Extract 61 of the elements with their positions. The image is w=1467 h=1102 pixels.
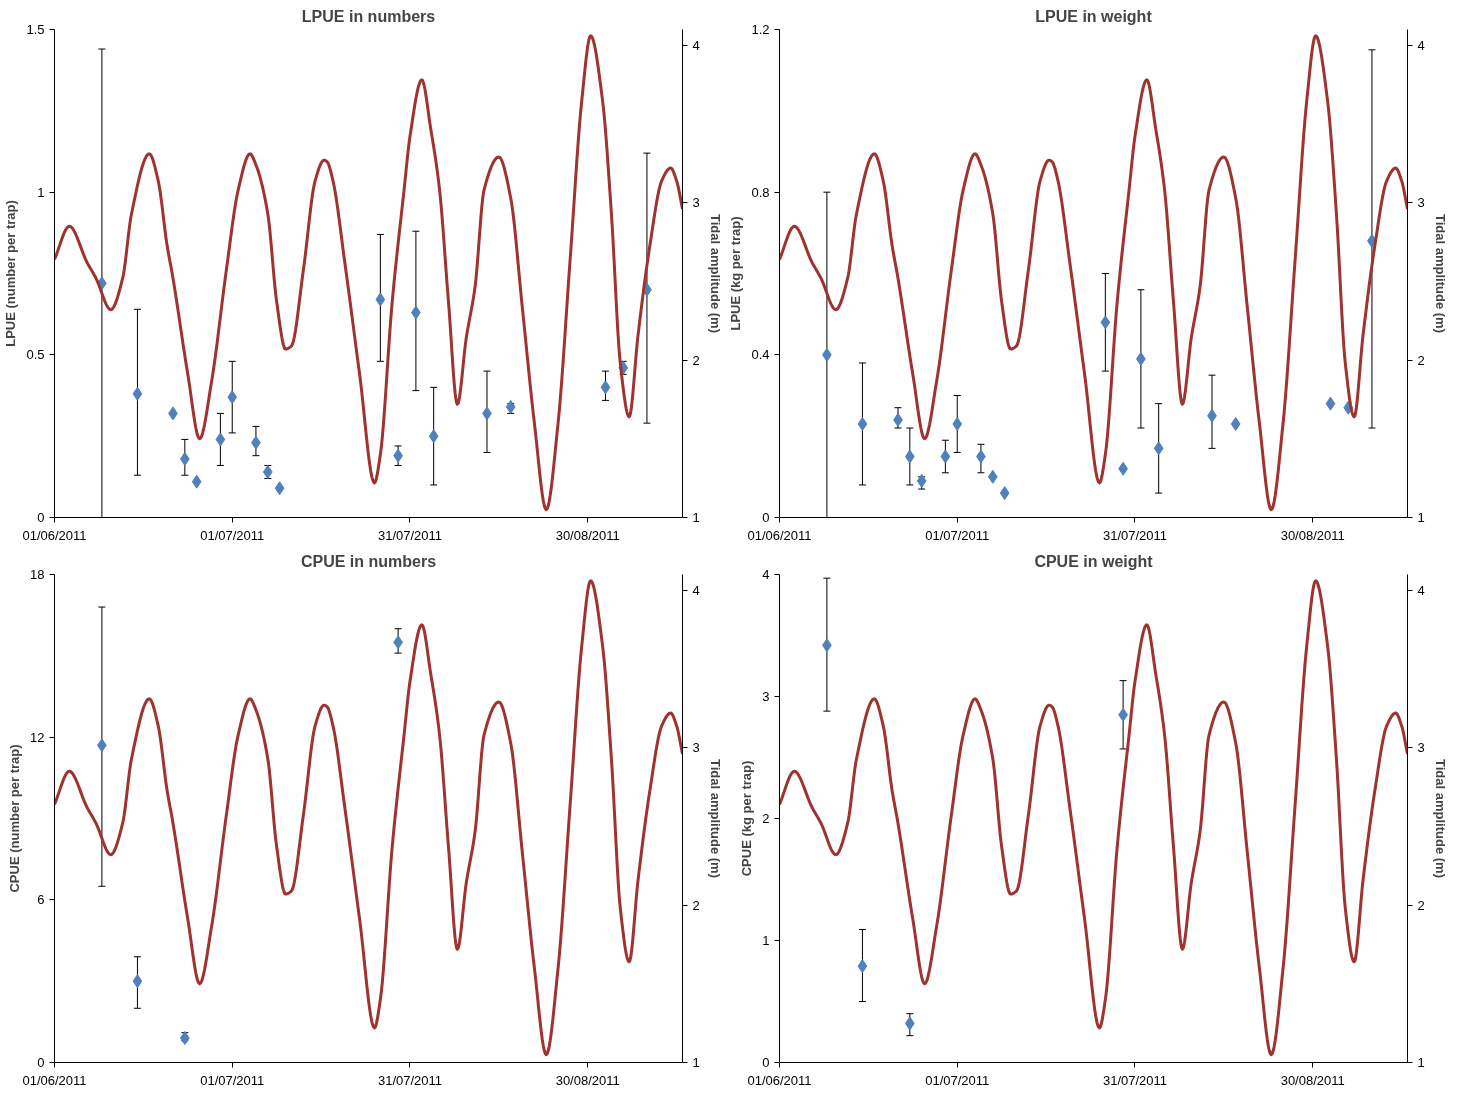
- x-tick-label: 30/08/2011: [1280, 527, 1345, 543]
- x-tick-label: 01/06/2011: [22, 1072, 87, 1088]
- y-tick-label: 1: [762, 933, 770, 948]
- chart-title: CPUE in numbers: [300, 552, 437, 570]
- y2-axis-title: Tidal amplitude (m): [707, 759, 723, 878]
- x-tick-label: 30/08/2011: [555, 527, 620, 543]
- y-tick-label: 18: [30, 567, 45, 582]
- y-tick-label: 1.5: [26, 22, 45, 37]
- y-tick-label: 4: [762, 567, 770, 582]
- y-tick-label: 12: [30, 729, 45, 745]
- y-tick-label: 6: [37, 892, 45, 908]
- x-tick-label: 01/07/2011: [925, 1072, 990, 1088]
- y-axis-title: LPUE (number per trap): [3, 200, 19, 347]
- y2-tick-label: 2: [692, 352, 700, 368]
- y2-tick-label: 4: [1417, 582, 1425, 598]
- y2-tick-label: 1: [1417, 1055, 1425, 1070]
- y-axis-title: CPUE (kg per trap): [739, 760, 755, 877]
- x-tick-label: 30/08/2011: [1280, 1072, 1345, 1088]
- y2-axis-title: Tidal amplitude (m): [1432, 759, 1448, 878]
- y-axis-title: CPUE (number per trap): [7, 744, 23, 893]
- y2-axis-title: Tidal amplitude (m): [1432, 214, 1448, 333]
- x-tick-label: 31/07/2011: [377, 527, 443, 543]
- x-tick-label: 01/07/2011: [200, 527, 265, 543]
- x-tick-label: 01/07/2011: [200, 1072, 265, 1088]
- y-tick-label: 0: [37, 510, 45, 525]
- x-tick-label: 01/07/2011: [925, 527, 990, 543]
- y2-tick-label: 4: [1417, 37, 1425, 53]
- y2-tick-label: 1: [692, 1055, 700, 1070]
- chart-title: LPUE in numbers: [301, 7, 436, 25]
- y2-tick-label: 3: [1417, 740, 1425, 756]
- y2-tick-label: 1: [692, 510, 700, 525]
- y-tick-label: 2: [762, 811, 770, 826]
- y2-tick-label: 3: [692, 195, 700, 211]
- x-tick-label: 01/06/2011: [747, 1072, 812, 1088]
- y2-tick-label: 1: [1417, 510, 1425, 525]
- y-tick-label: 3: [762, 689, 770, 704]
- y-axis-title: LPUE (kg per trap): [728, 216, 744, 331]
- y-tick-label: 0.8: [751, 184, 770, 200]
- y2-tick-label: 4: [692, 37, 700, 53]
- x-tick-label: 31/07/2011: [1102, 527, 1168, 543]
- y2-tick-label: 2: [1417, 897, 1425, 913]
- x-tick-label: 31/07/2011: [377, 1072, 443, 1088]
- y-tick-label: 0: [762, 1055, 770, 1070]
- y-tick-label: 1.2: [751, 22, 770, 37]
- y-tick-label: 0.4: [751, 347, 770, 363]
- chart-title: CPUE in weight: [1034, 552, 1154, 570]
- y2-tick-label: 3: [692, 740, 700, 756]
- y-tick-label: 0: [762, 510, 770, 525]
- x-tick-label: 01/06/2011: [22, 527, 87, 543]
- x-tick-label: 01/06/2011: [747, 527, 812, 543]
- y2-tick-label: 2: [1417, 352, 1425, 368]
- x-tick-label: 30/08/2011: [555, 1072, 620, 1088]
- y2-tick-label: 3: [1417, 195, 1425, 211]
- y2-tick-label: 4: [692, 582, 700, 598]
- y2-tick-label: 2: [692, 897, 700, 913]
- y-tick-label: 0: [37, 1055, 45, 1070]
- x-tick-label: 31/07/2011: [1102, 1072, 1168, 1088]
- y-tick-label: 0.5: [26, 347, 45, 363]
- chart-title: LPUE in weight: [1035, 7, 1153, 25]
- y-tick-label: 1: [37, 184, 45, 200]
- y2-axis-title: Tidal amplitude (m): [707, 214, 723, 333]
